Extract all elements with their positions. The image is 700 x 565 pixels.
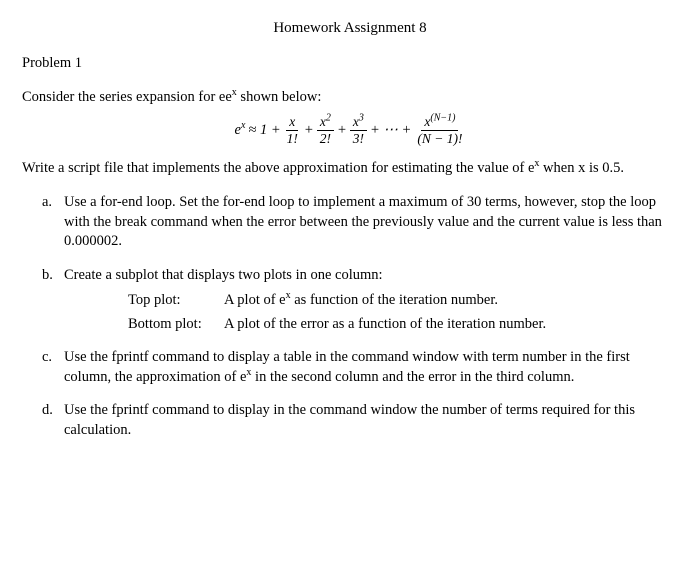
instructions: Write a script file that implements the … xyxy=(22,159,678,179)
intro-prefix: Consider the series expansion for e xyxy=(22,89,225,105)
part-d-label: d. xyxy=(42,401,53,421)
frac-1-den: 1! xyxy=(284,131,301,146)
bottom-plot-label: Bottom plot: xyxy=(128,315,224,335)
formula-e-sup: x xyxy=(241,120,245,131)
instructions-prefix: Write a script file that implements the … xyxy=(22,160,534,176)
frac-n-den: (N − 1)! xyxy=(414,131,465,146)
frac-1: x 1! xyxy=(284,115,301,145)
series-formula: ex ≈ 1 + x 1! + x2 2! + x3 3! + ⋯ + x(N−… xyxy=(22,115,678,145)
part-d-text: Use the fprintf command to display in th… xyxy=(64,402,635,438)
top-plot-suffix: as function of the iteration number. xyxy=(291,292,498,308)
bottom-plot-text: A plot of the error as a function of the… xyxy=(224,315,546,335)
frac-n: x(N−1) (N − 1)! xyxy=(414,115,465,145)
frac-2-sup: 2 xyxy=(326,113,331,124)
instructions-suffix: when x is 0.5. xyxy=(539,160,624,176)
assignment-title: Homework Assignment 8 xyxy=(22,18,678,38)
frac-2-den: 2! xyxy=(317,131,334,146)
parts-list: a. Use a for-end loop. Set the for-end l… xyxy=(22,193,678,441)
dots: + ⋯ + xyxy=(370,121,411,141)
part-b: b. Create a subplot that displays two pl… xyxy=(64,266,678,335)
frac-n-sup: (N−1) xyxy=(430,113,455,124)
top-plot-prefix: A plot of e xyxy=(224,292,286,308)
intro-suffix: shown below: xyxy=(237,89,322,105)
frac-1-num: x xyxy=(286,115,298,131)
problem-label: Problem 1 xyxy=(22,54,678,74)
part-c-suffix: in the second column and the error in th… xyxy=(251,369,574,385)
part-c-text: Use the fprintf command to display a tab… xyxy=(64,349,630,385)
frac-2: x2 2! xyxy=(317,115,334,145)
frac-3: x3 3! xyxy=(350,115,367,145)
plus-1: + xyxy=(304,121,314,141)
part-c-label: c. xyxy=(42,348,52,368)
part-c: c. Use the fprintf command to display a … xyxy=(64,348,678,387)
plus-2: + xyxy=(337,121,347,141)
formula-approx: ≈ 1 + xyxy=(248,121,280,141)
part-a-label: a. xyxy=(42,193,52,213)
intro-text: Consider the series expansion for eex sh… xyxy=(22,88,678,108)
top-plot-label: Top plot: xyxy=(128,291,224,311)
part-a-text: Use a for-end loop. Set the for-end loop… xyxy=(64,194,662,249)
part-a: a. Use a for-end loop. Set the for-end l… xyxy=(64,193,678,252)
part-b-label: b. xyxy=(42,266,53,286)
frac-3-sup: 3 xyxy=(359,113,364,124)
frac-3-den: 3! xyxy=(350,131,367,146)
part-b-text: Create a subplot that displays two plots… xyxy=(64,267,383,283)
top-plot-text: A plot of ex as function of the iteratio… xyxy=(224,291,498,311)
part-d: d. Use the fprintf command to display in… xyxy=(64,401,678,440)
part-b-sub: Top plot: A plot of ex as function of th… xyxy=(64,291,678,334)
